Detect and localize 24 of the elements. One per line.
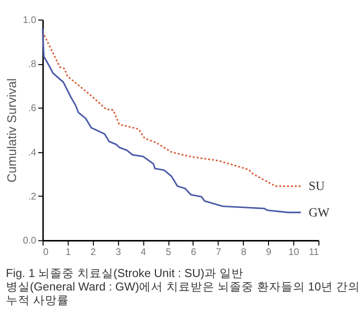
y-tick-label: .2 [28, 192, 36, 202]
series-label: GW [308, 205, 330, 220]
x-tick-label: 4 [140, 247, 147, 258]
y-tick-label: 0.0 [22, 236, 36, 247]
y-tick-label: .8 [28, 59, 36, 70]
x-tick-label: 7 [216, 247, 222, 258]
y-axis-title: Cumulativ Survival [5, 78, 20, 182]
x-tick-label: 10 [288, 247, 300, 258]
y-tick-label: .4 [28, 147, 37, 158]
x-tick-label: 1 [65, 247, 71, 258]
x-tick-label: 8 [240, 247, 246, 258]
x-tick-label: 2 [90, 247, 96, 258]
y-tick-label: 1.0 [22, 14, 36, 26]
x-tick-label: 0 [43, 247, 48, 258]
x-tick-label: 5 [166, 247, 172, 258]
x-tick-label: 6 [190, 247, 196, 258]
line-series [42, 28, 302, 214]
x-tick-label: 11 [308, 247, 319, 258]
series-label: SU [308, 179, 325, 194]
y-tick-label: .6 [28, 103, 36, 114]
line-series [42, 30, 302, 187]
x-tick-label: 3 [116, 247, 121, 258]
text: Fig. 1 뇌졸중 치료실(Stroke Unit : SU)과 일반 병실(General Ward : GW)에서 치료받은 뇌졸중 환자들의 10년 간의 누적 사망률 [6, 267, 360, 308]
x-tick-label: 9 [266, 247, 272, 258]
